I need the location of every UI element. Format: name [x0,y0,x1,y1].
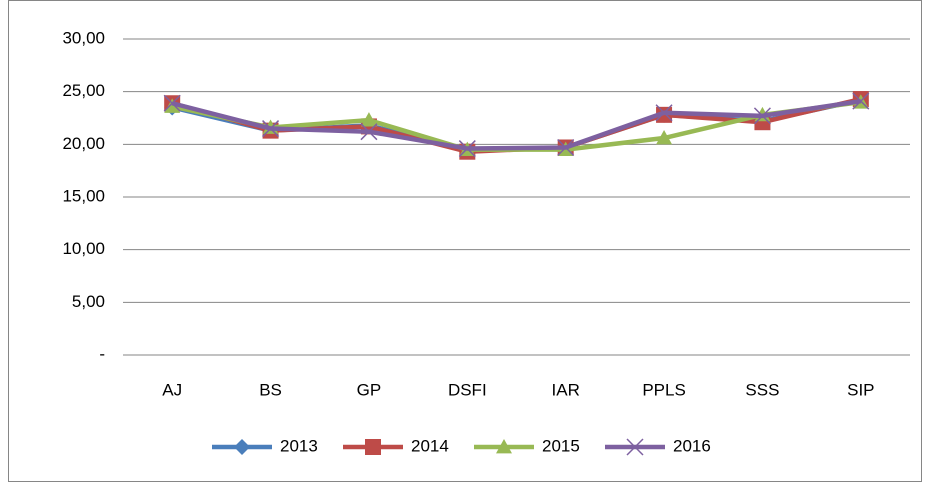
legend-label: 2014 [411,436,449,455]
x-tick-label: BS [259,380,282,399]
marker [655,104,673,122]
marker [164,98,181,113]
marker [360,112,377,127]
y-tick-label: 15,00 [62,186,105,205]
legend-label: 2016 [673,436,711,455]
marker [656,130,673,145]
marker [458,140,476,158]
x-tick-label: IAR [552,380,580,399]
marker [852,92,870,110]
x-tick-label: DSFI [448,380,487,399]
x-tick-label: AJ [162,380,182,399]
y-tick-label: 30,00 [62,28,105,47]
chart-border [8,0,922,482]
marker [557,138,575,157]
y-tick-label: 10,00 [62,239,105,258]
marker [753,107,771,125]
x-tick-label: SIP [847,380,874,399]
series-line [171,98,862,151]
legend-marker [365,439,381,455]
legend-label: 2015 [542,436,580,455]
legend-marker [626,438,644,456]
y-tick-label: 20,00 [62,134,105,153]
marker [360,123,378,141]
marker [163,94,181,112]
y-tick-label: 25,00 [62,81,105,100]
legend-marker [496,439,512,454]
x-tick-label: GP [357,380,382,399]
x-tick-label: SSS [745,380,779,399]
y-tick-label: 5,00 [72,292,105,311]
x-tick-label: PPLS [642,380,685,399]
legend-label: 2013 [280,436,318,455]
y-tick-label: - [99,344,105,363]
legend-marker [234,439,250,455]
marker [262,120,280,138]
